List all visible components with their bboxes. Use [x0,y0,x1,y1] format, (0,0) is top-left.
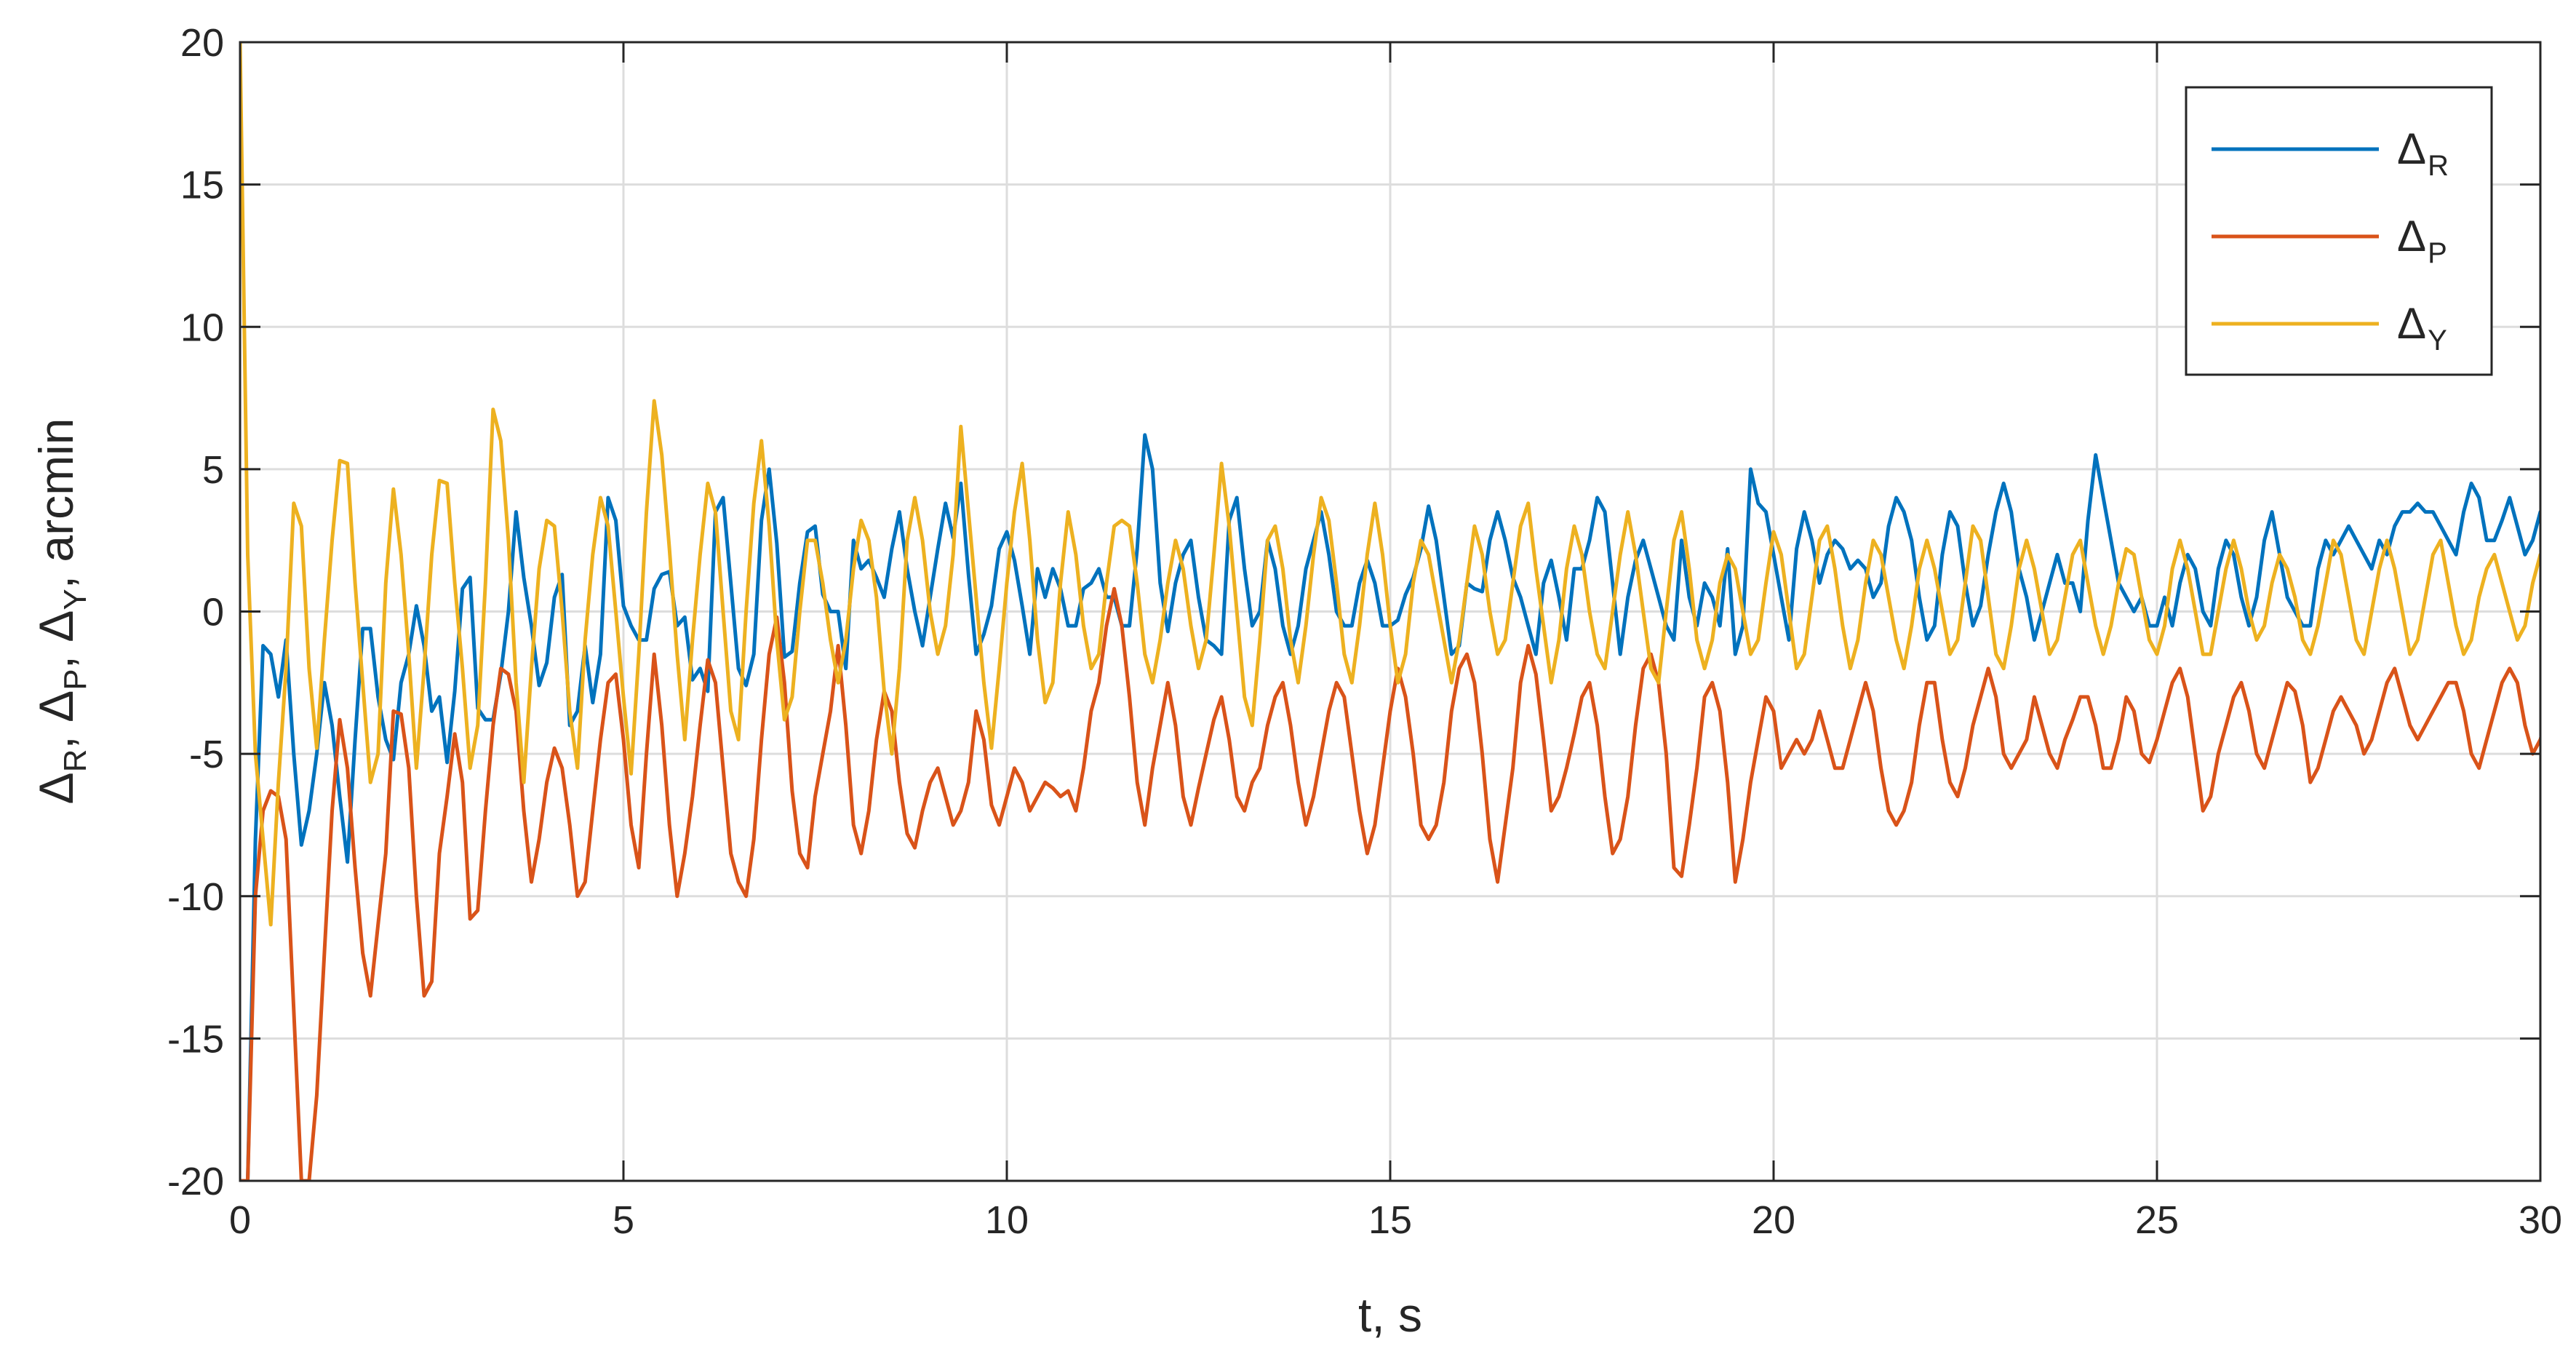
y-tick-label: 15 [180,164,224,207]
tick-labels: 0 5 10 15 20 25 30 -20 -15 -10 -5 0 5 10 15 20 [167,21,2562,1242]
y-tick-label: -20 [167,1160,224,1203]
x-tick-label: 25 [2135,1198,2179,1242]
y-tick-label: 20 [180,21,224,65]
x-tick-label: 20 [1752,1198,1795,1242]
x-tick-label: 0 [229,1198,251,1242]
legend-label: ΔR [2397,124,2449,182]
legend-label: ΔY [2397,299,2447,357]
x-tick-label: 5 [613,1198,634,1242]
y-tick-label: 10 [180,306,224,349]
series-line-y [240,42,2540,927]
y-tick-label: -15 [167,1017,224,1061]
y-tick-label: -5 [189,733,224,776]
y-tick-label: 5 [202,448,224,492]
x-tick-label: 10 [985,1198,1029,1242]
x-tick-label: 15 [1368,1198,1412,1242]
x-tick-label: 30 [2519,1198,2562,1242]
y-tick-label: -10 [167,875,224,919]
legend-box [2185,86,2493,376]
series-line-p [240,586,2540,1181]
y-axis-title: ΔR, ΔP, ΔY, arcmin [29,418,93,805]
x-axis-title: t, s [1358,1288,1422,1342]
y-tick-label: 0 [202,591,224,634]
series-lines [240,42,2540,1181]
axis-ticks [239,41,2542,1182]
